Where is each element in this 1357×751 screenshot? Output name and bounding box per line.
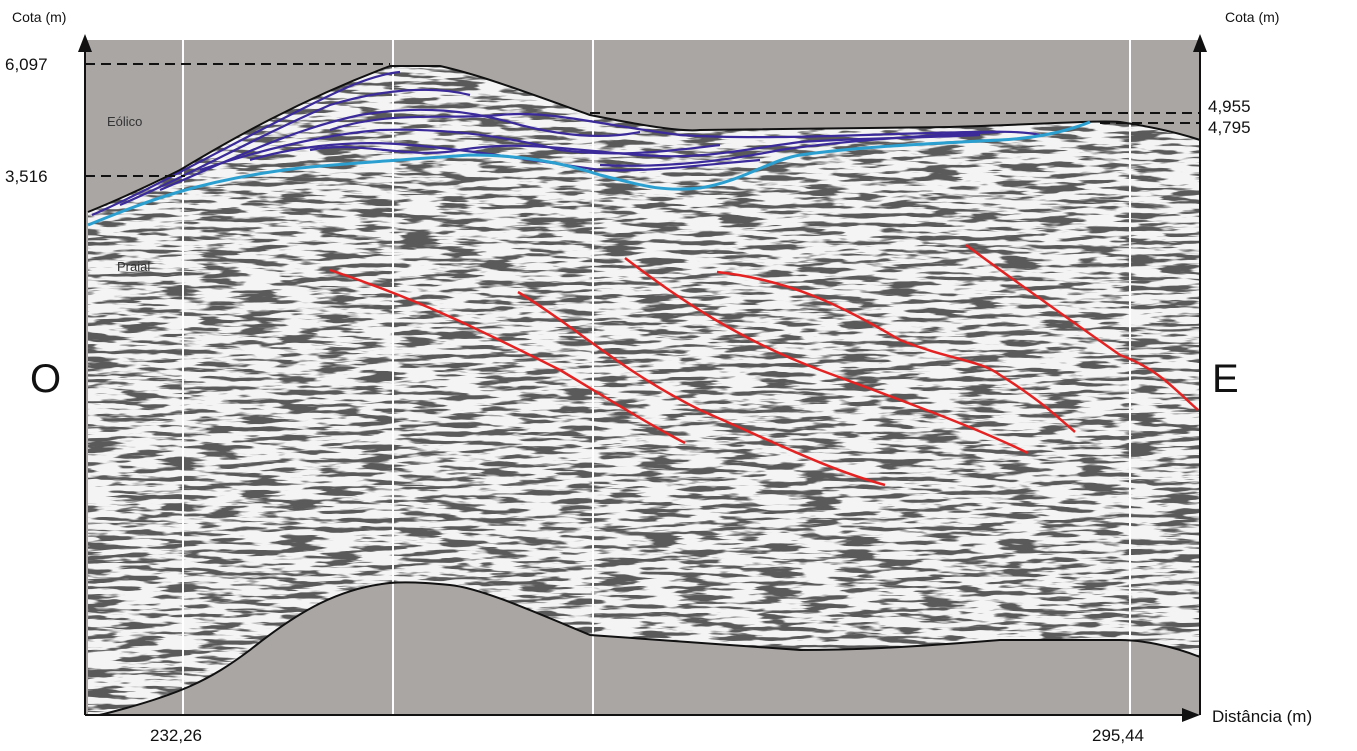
radargram [88,66,1200,715]
bottom-axis-label: Distância (m) [1212,707,1312,726]
elevation-label: 4,795 [1208,118,1251,137]
elevation-label: 3,516 [5,167,48,186]
elevation-label: 4,955 [1208,97,1251,116]
aeolian-reflectors [91,70,1041,217]
axes [84,50,1201,716]
distance-label: 295,44 [1092,726,1144,745]
elevation-guides [85,63,1200,177]
beach-label: Praial [117,259,150,274]
bounding-surface [87,120,1091,227]
surfaces [87,65,1201,716]
west-label: O [30,357,61,401]
elevation-label: 6,097 [5,55,48,74]
left-axis-label: Cota (m) [12,9,66,25]
right-axis-label: Cota (m) [1225,9,1279,25]
distance-label: 232,26 [150,726,202,745]
east-label: E [1212,357,1239,401]
axis-arrows [78,34,1207,722]
aeolian-label: Eólico [107,114,142,129]
beach-reflectors [329,243,1199,487]
